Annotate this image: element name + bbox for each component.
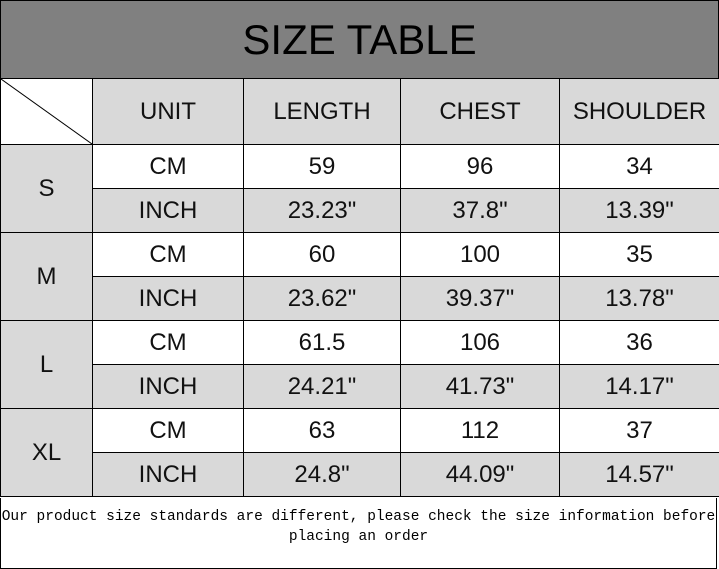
value-cell: 37	[559, 408, 719, 453]
value-cell: 37.8"	[400, 188, 560, 233]
size-label: S	[0, 144, 93, 233]
size-label: XL	[0, 408, 93, 497]
table-row: S CM 59 96 34	[0, 144, 719, 233]
unit-cell: INCH	[92, 188, 244, 233]
table-row: INCH 24.21" 41.73" 14.17"	[1, 364, 719, 409]
header-chest: CHEST	[400, 78, 560, 145]
value-cell: 24.21"	[243, 364, 401, 409]
value-cell: 63	[243, 408, 401, 453]
size-table: UNIT LENGTH CHEST SHOULDER S CM 59 96 34 INCH…	[0, 78, 719, 497]
unit-cell: INCH	[92, 364, 244, 409]
unit-cell: CM	[92, 408, 244, 453]
unit-cell: CM	[92, 144, 244, 189]
value-cell: 14.17"	[559, 364, 719, 409]
page-title: SIZE TABLE	[0, 0, 719, 78]
value-cell: 60	[243, 232, 401, 277]
table-row: INCH 24.8" 44.09" 14.57"	[1, 452, 719, 497]
table-row: INCH 23.62" 39.37" 13.78"	[1, 276, 719, 321]
value-cell: 14.57"	[559, 452, 719, 497]
table-row: XL CM 63 112 37	[0, 408, 719, 497]
table-row: INCH 23.23" 37.8" 13.39"	[1, 188, 719, 233]
value-cell: 23.23"	[243, 188, 401, 233]
value-cell: 44.09"	[400, 452, 560, 497]
value-cell: 23.62"	[243, 276, 401, 321]
value-cell: 106	[400, 320, 560, 365]
value-cell: 112	[400, 408, 560, 453]
value-cell: 100	[400, 232, 560, 277]
size-note: Our product size standards are different…	[0, 498, 717, 569]
unit-cell: CM	[92, 232, 244, 277]
unit-cell: INCH	[92, 452, 244, 497]
size-label: M	[0, 232, 93, 321]
value-cell: 59	[243, 144, 401, 189]
header-unit: UNIT	[92, 78, 244, 145]
unit-cell: INCH	[92, 276, 244, 321]
value-cell: 13.78"	[559, 276, 719, 321]
table-row: M CM 60 100 35	[0, 232, 719, 321]
unit-cell: CM	[92, 320, 244, 365]
value-cell: 34	[559, 144, 719, 189]
value-cell: 24.8"	[243, 452, 401, 497]
header-length: LENGTH	[243, 78, 401, 145]
size-label: L	[0, 320, 93, 409]
header-shoulder: SHOULDER	[559, 78, 719, 145]
value-cell: 96	[400, 144, 560, 189]
value-cell: 39.37"	[400, 276, 560, 321]
corner-cell	[0, 78, 93, 145]
value-cell: 61.5	[243, 320, 401, 365]
header-row: UNIT LENGTH CHEST SHOULDER	[0, 78, 719, 145]
value-cell: 13.39"	[559, 188, 719, 233]
value-cell: 35	[559, 232, 719, 277]
table-row: L CM 61.5 106 36	[0, 320, 719, 409]
value-cell: 41.73"	[400, 364, 560, 409]
value-cell: 36	[559, 320, 719, 365]
